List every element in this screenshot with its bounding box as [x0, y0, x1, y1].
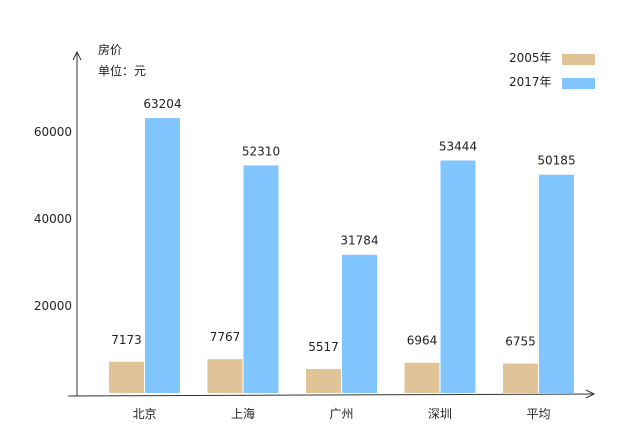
- data-label: 63204: [143, 97, 181, 111]
- bar-2017年-北京: [145, 118, 180, 394]
- data-label: 7173: [111, 333, 142, 347]
- y-tick-label: 60000: [34, 125, 72, 139]
- bar-2017年-上海: [243, 165, 279, 393]
- category-label: 广州: [329, 407, 353, 421]
- data-label: 5517: [308, 340, 339, 354]
- y-tick-label: 40000: [34, 212, 72, 226]
- category-label: 深圳: [428, 407, 452, 421]
- y-axis-arrow: [72, 50, 82, 61]
- data-label: 7767: [210, 330, 241, 344]
- data-label: 53444: [439, 140, 477, 154]
- legend-swatch-2005: [562, 54, 595, 65]
- legend-swatch-2017: [562, 78, 595, 89]
- data-label: 52310: [242, 144, 280, 158]
- category-labels: 北京 上海 广州 深圳 平均: [132, 406, 550, 421]
- category-label: 上海: [231, 406, 255, 421]
- data-label: 50185: [537, 154, 575, 168]
- bar-2005年-上海: [207, 359, 243, 393]
- legend: 2005年 2017年: [509, 51, 595, 89]
- bar-2017年-平均: [539, 174, 574, 393]
- bar-2005年-平均: [503, 363, 538, 393]
- legend-label-2005: 2005年: [509, 51, 552, 65]
- bars: [109, 118, 574, 394]
- unit-label: 单位：元: [98, 63, 146, 78]
- category-label: 北京: [132, 407, 156, 421]
- bar-2017年-深圳: [440, 160, 476, 393]
- bar-2005年-广州: [306, 369, 341, 393]
- data-labels: 7173 63204 7767 52310 5517 31784 6964 53444 6755…: [111, 97, 575, 354]
- x-axis: [67, 393, 595, 397]
- y-tick-label: 20000: [34, 299, 72, 313]
- data-label: 6964: [407, 334, 438, 348]
- bar-2005年-北京: [109, 361, 144, 393]
- y-ticks: 20000 40000 60000: [34, 125, 72, 313]
- legend-label-2017: 2017年: [509, 75, 552, 89]
- category-label: 平均: [526, 407, 550, 421]
- y-axis-label: 房价: [98, 42, 122, 57]
- x-axis-arrow: [585, 389, 596, 399]
- bar-2005年-深圳: [404, 362, 440, 393]
- bar-2017年-广州: [342, 254, 377, 393]
- data-label: 31784: [340, 234, 378, 248]
- data-label: 6755: [505, 335, 536, 349]
